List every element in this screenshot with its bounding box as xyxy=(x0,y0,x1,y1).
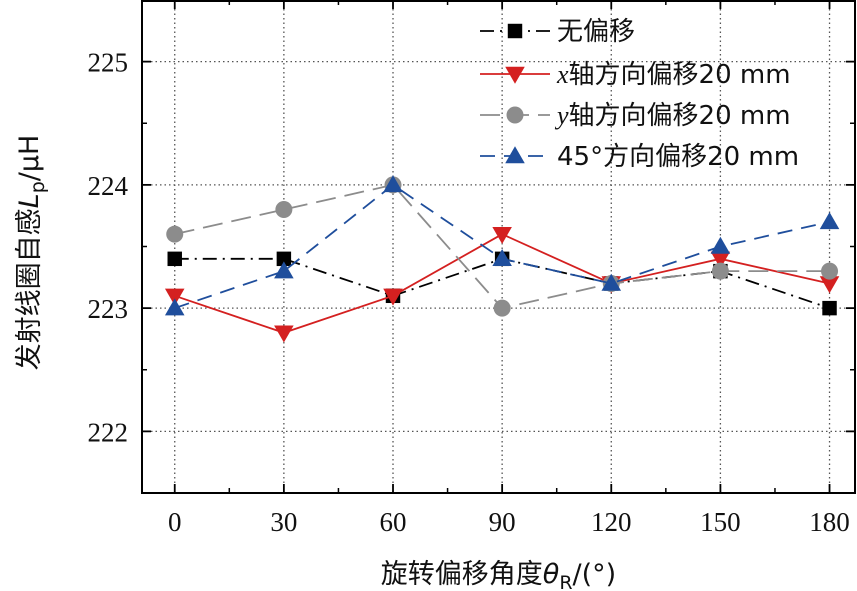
legend-marker xyxy=(506,106,524,124)
x-axis-title-unit: /(°) xyxy=(573,559,617,590)
data-point xyxy=(166,225,184,243)
legend-label: x轴方向偏移20 mm xyxy=(556,60,791,90)
y-tick-label: 222 xyxy=(88,417,129,447)
x-axis-title-main: 旋转偏移角度 xyxy=(381,559,543,590)
legend-label: 无偏移 xyxy=(557,17,635,47)
data-point xyxy=(383,175,403,193)
x-tick-label: 180 xyxy=(809,507,850,537)
x-tick-label: 120 xyxy=(591,507,632,537)
legend-label-text: 轴方向偏移20 mm xyxy=(569,101,791,131)
data-point xyxy=(821,262,839,280)
data-point xyxy=(822,300,837,316)
data-point xyxy=(167,251,182,267)
series-3 xyxy=(164,175,840,316)
x-tick-label: 30 xyxy=(270,507,297,537)
legend-label-text: 轴方向偏移20 mm xyxy=(569,60,791,90)
data-point xyxy=(492,226,512,244)
data-point xyxy=(492,249,512,267)
x-tick-label: 0 xyxy=(168,507,182,537)
x-axis-title-subscript: R xyxy=(559,572,572,591)
y-tick-label: 224 xyxy=(88,171,129,201)
x-tick-label: 60 xyxy=(380,507,407,537)
data-point xyxy=(383,288,403,306)
data-point xyxy=(164,298,185,316)
x-axis-title-symbol: θ xyxy=(543,559,560,590)
legend-label-prefix: y xyxy=(554,101,569,130)
data-point xyxy=(274,261,294,279)
data-point xyxy=(164,288,185,306)
series-1 xyxy=(164,226,840,343)
data-point xyxy=(274,325,294,343)
data-point xyxy=(276,251,292,267)
legend-label-prefix: x xyxy=(556,60,569,89)
y-axis-title-symbol: L xyxy=(14,193,45,208)
data-point xyxy=(710,236,731,254)
series-2 xyxy=(166,176,839,317)
legend-label-text: 无偏移 xyxy=(557,17,635,47)
legend-marker xyxy=(507,23,523,39)
legend-marker xyxy=(505,146,525,164)
data-point xyxy=(710,251,731,269)
data-point xyxy=(275,201,293,219)
y-tick-label: 225 xyxy=(88,48,129,78)
data-point xyxy=(493,299,511,317)
legend-marker xyxy=(505,66,525,84)
series-layer xyxy=(164,175,840,343)
data-point xyxy=(819,212,840,230)
x-tick-label: 90 xyxy=(489,507,516,537)
y-axis-title-main: 发射线圈自感 xyxy=(14,208,45,370)
data-point xyxy=(819,276,840,294)
y-axis-title: 发射线圈自感Lp/μH xyxy=(14,135,49,371)
y-axis-title-unit: /μH xyxy=(14,135,45,182)
legend-label-text: 45°方向偏移20 mm xyxy=(557,142,799,172)
legend-label: 45°方向偏移20 mm xyxy=(557,142,799,172)
x-tick-label: 150 xyxy=(700,507,741,537)
y-axis-title-subscript: p xyxy=(27,181,49,193)
data-point xyxy=(711,262,729,280)
axis-ticks: 0 30 60 90 120 150 180 222 223 224 225 xyxy=(88,0,855,537)
y-tick-label: 223 xyxy=(88,294,129,324)
data-point xyxy=(601,273,622,291)
legend-label: y轴方向偏移20 mm xyxy=(554,101,791,131)
x-axis-title: 旋转偏移角度θR/(°) xyxy=(381,559,616,591)
